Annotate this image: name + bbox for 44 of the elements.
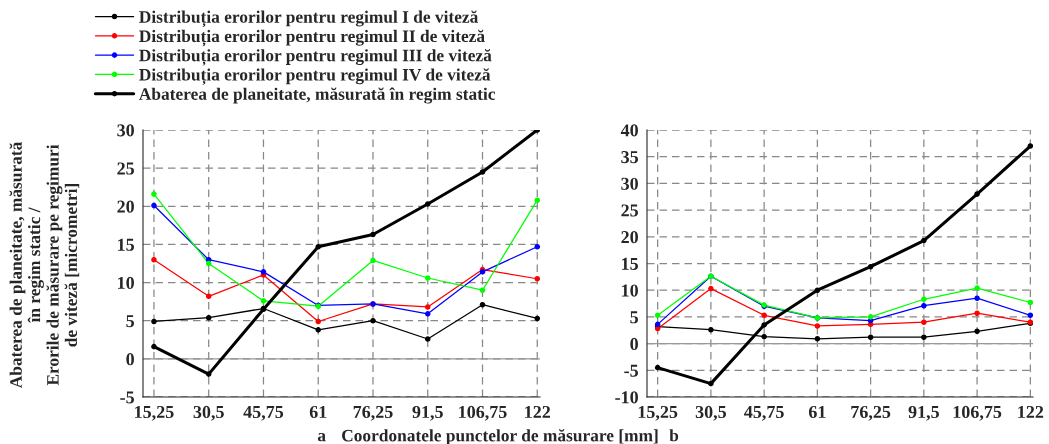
y-tick-label: 5	[126, 315, 135, 328]
y-tick-label: 25	[621, 204, 639, 217]
x-tick-label: 30,5	[695, 405, 727, 421]
y-tick-label: -5	[624, 364, 639, 377]
y-tick-label: 15	[118, 238, 135, 251]
x-tick-label: 122	[525, 405, 551, 418]
x-tick-label: 45,75	[744, 405, 784, 421]
legend-label: Distribuția erorilor pentru regimul I de viteză	[139, 10, 479, 28]
legend-label: Distribuția erorilor pentru regimul III de viteză	[139, 48, 492, 66]
x-tick-label: 91,5	[908, 405, 939, 421]
x-tick-label: 76,25	[851, 405, 891, 421]
y-axis-title: Abaterea de planeitate, măsurată în regim static / Erorile de măsurare pe regimuri de viteză [micrometri]	[9, 141, 80, 389]
y-tick-label: 20	[117, 200, 134, 213]
y-tick-label: -5	[120, 391, 135, 404]
x-tick-label: 122	[1018, 405, 1044, 418]
x-tick-label: 45,75	[243, 405, 284, 421]
y-tick-label: 20	[621, 231, 638, 244]
x-tick-label: 30,5	[193, 405, 224, 421]
x-tick-label: 61	[309, 405, 327, 419]
x-tick-label: 15,25	[638, 405, 678, 421]
text: a	[317, 433, 326, 442]
x-tick-label: 91,5	[412, 405, 443, 421]
x-axis-title: Coordonatele punctelor de măsurare [mm]	[342, 429, 658, 444]
legend-label: Distribuția erorilor pentru regimul II de viteză	[139, 29, 485, 47]
legend-label: Abaterea de planeitate, măsurată în regim static	[138, 87, 496, 104]
text: b	[669, 429, 679, 442]
x-tick-label: 76,25	[353, 405, 393, 421]
y-tick-label: 30	[117, 124, 134, 137]
y-tick-label: 0	[126, 353, 134, 366]
y-tick-label: 10	[622, 284, 638, 297]
x-tick-label: 15,25	[135, 405, 174, 421]
y-tick-label: 10	[118, 276, 134, 290]
y-tick-label: 15	[622, 257, 639, 270]
x-tick-label: 106,75	[459, 405, 507, 421]
y-tick-label: -10	[615, 391, 638, 404]
y-tick-label: 35	[621, 151, 639, 164]
y-tick-label: 25	[117, 162, 135, 175]
y-tick-label: 5	[630, 311, 639, 324]
x-tick-label: 106,75	[953, 405, 1002, 421]
y-tick-label: 30	[621, 177, 638, 190]
y-tick-label: 40	[620, 124, 638, 137]
x-tick-label: 61	[808, 405, 826, 419]
y-tick-label: 0	[630, 337, 638, 351]
legend-label: Distribuția erorilor pentru regimul IV de viteză	[139, 68, 491, 85]
